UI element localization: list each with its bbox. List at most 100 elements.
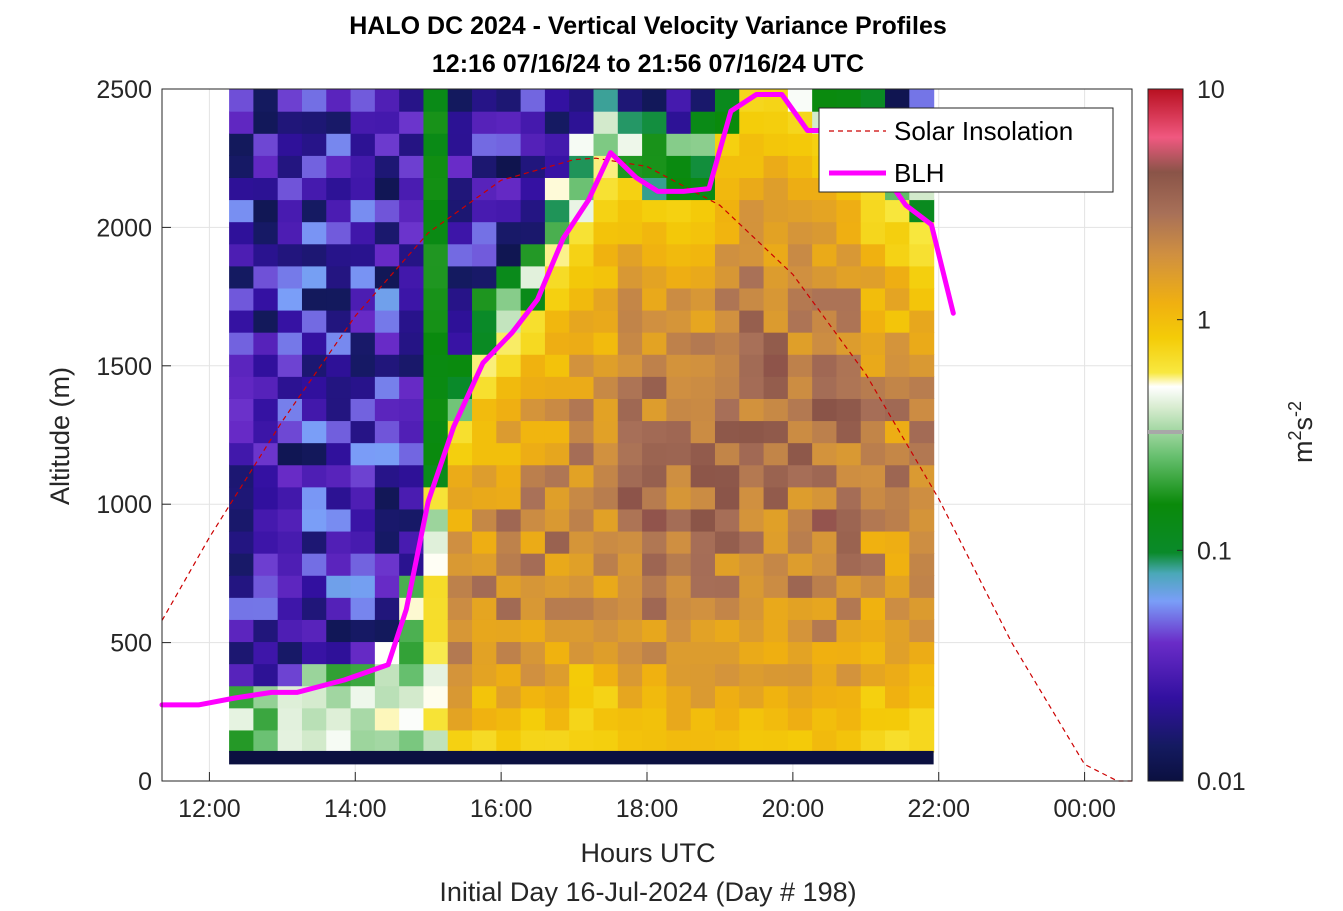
- heatmap-cell: [374, 133, 400, 156]
- heatmap-cell: [593, 177, 619, 201]
- heatmap-cell: [642, 685, 667, 709]
- heatmap-cell: [714, 597, 740, 620]
- colorbar-tick-label: 0.01: [1197, 768, 1246, 796]
- heatmap-cell: [690, 685, 716, 709]
- heatmap-cell: [569, 663, 595, 687]
- heatmap-cell: [593, 619, 619, 643]
- heatmap-cell: [350, 398, 376, 422]
- heatmap-cell: [229, 663, 254, 687]
- heatmap-cell: [472, 243, 497, 267]
- heatmap-cell: [593, 420, 619, 444]
- heatmap-cell: [399, 243, 425, 267]
- heatmap-cell: [909, 243, 935, 267]
- heatmap-cell: [763, 221, 789, 245]
- heatmap-cell: [301, 309, 327, 333]
- heatmap-cell: [739, 464, 765, 488]
- heatmap-cell: [714, 619, 740, 643]
- heatmap-cell: [642, 133, 667, 156]
- heatmap-cell: [350, 464, 376, 488]
- heatmap-cell: [642, 464, 667, 488]
- heatmap-cell: [447, 575, 473, 598]
- heatmap-cell: [593, 398, 619, 422]
- heatmap-cell: [229, 177, 254, 201]
- heatmap-cell: [787, 729, 813, 753]
- heatmap-cell: [374, 420, 400, 444]
- heatmap-cell: [739, 442, 765, 466]
- y-tick-label: 2000: [96, 214, 152, 242]
- solar-insolation-line: [161, 157, 1132, 782]
- heatmap-cell: [836, 619, 862, 643]
- heatmap-cell: [374, 221, 400, 245]
- heatmap-cell: [690, 420, 716, 444]
- heatmap-cell: [860, 398, 886, 422]
- heatmap-cell: [447, 530, 473, 554]
- heatmap-cell: [374, 354, 400, 377]
- heatmap-cell: [787, 685, 813, 709]
- heatmap-cell: [787, 553, 813, 576]
- heatmap-cell: [569, 354, 595, 377]
- heatmap-cell: [909, 619, 935, 643]
- heatmap-cell: [812, 575, 838, 598]
- heatmap-cell: [374, 553, 400, 576]
- heatmap-cell: [909, 89, 935, 112]
- heatmap-cell: [617, 398, 643, 422]
- heatmap-cell: [472, 265, 497, 289]
- heatmap-cell: [229, 597, 254, 620]
- heatmap-cell: [617, 486, 643, 510]
- heatmap-cell: [520, 420, 546, 444]
- heatmap-cell: [229, 354, 254, 377]
- heatmap-cell: [666, 265, 692, 289]
- heatmap-cell: [812, 89, 838, 112]
- colorbar-label-mid: s: [1288, 417, 1318, 431]
- heatmap-cell: [447, 177, 473, 201]
- heatmap-cell: [739, 508, 765, 532]
- colorbar-label: m2s-2: [1285, 401, 1318, 463]
- heatmap-cell: [326, 265, 352, 289]
- heatmap-cell: [617, 354, 643, 377]
- heatmap-cell: [763, 111, 789, 134]
- heatmap-cell: [229, 221, 254, 245]
- heatmap-cell: [885, 553, 910, 576]
- heatmap-cell: [544, 553, 570, 576]
- heatmap-cell: [909, 287, 935, 311]
- heatmap-cell: [812, 221, 838, 245]
- heatmap-cell: [739, 332, 765, 355]
- heatmap-cell: [690, 553, 716, 576]
- heatmap-cell: [666, 685, 692, 709]
- heatmap-cell: [885, 619, 910, 643]
- x-axis-sublabel: Initial Day 16-Jul-2024 (Day # 198): [439, 877, 856, 907]
- heatmap-cell: [374, 243, 400, 267]
- heatmap-cell: [885, 243, 910, 267]
- heatmap-cell: [763, 508, 789, 532]
- heatmap-cell: [812, 685, 838, 709]
- colorbar: 0.01 0.1 1 10: [1147, 76, 1246, 796]
- heatmap-cell: [569, 111, 595, 134]
- heatmap-cell: [423, 641, 449, 665]
- heatmap-cell: [350, 685, 376, 709]
- heatmap-cell: [569, 398, 595, 422]
- heatmap-cell: [763, 398, 789, 422]
- heatmap-cell: [593, 575, 619, 598]
- heatmap-cell: [496, 442, 522, 466]
- heatmap-cell: [666, 553, 692, 576]
- heatmap-cell: [763, 332, 789, 355]
- heatmap-cell: [544, 398, 570, 422]
- heatmap-cell: [812, 619, 838, 643]
- heatmap-cell: [812, 530, 838, 554]
- heatmap-cell: [860, 619, 886, 643]
- legend-blh-label: BLH: [894, 158, 945, 188]
- heatmap-cell: [763, 597, 789, 620]
- heatmap-cell: [229, 530, 254, 554]
- heatmap-cell: [714, 376, 740, 399]
- heatmap-cell: [812, 265, 838, 289]
- heatmap-cell: [350, 177, 376, 201]
- heatmap-cell: [666, 111, 692, 134]
- heatmap-cell: [690, 89, 716, 112]
- heatmap-cell: [690, 111, 716, 134]
- heatmap-cell: [447, 287, 473, 311]
- heatmap-cell: [374, 530, 400, 554]
- heatmap-cell: [301, 641, 327, 665]
- heatmap-cell: [666, 332, 692, 355]
- heatmap-cell: [326, 354, 352, 377]
- heatmap-cell: [714, 553, 740, 576]
